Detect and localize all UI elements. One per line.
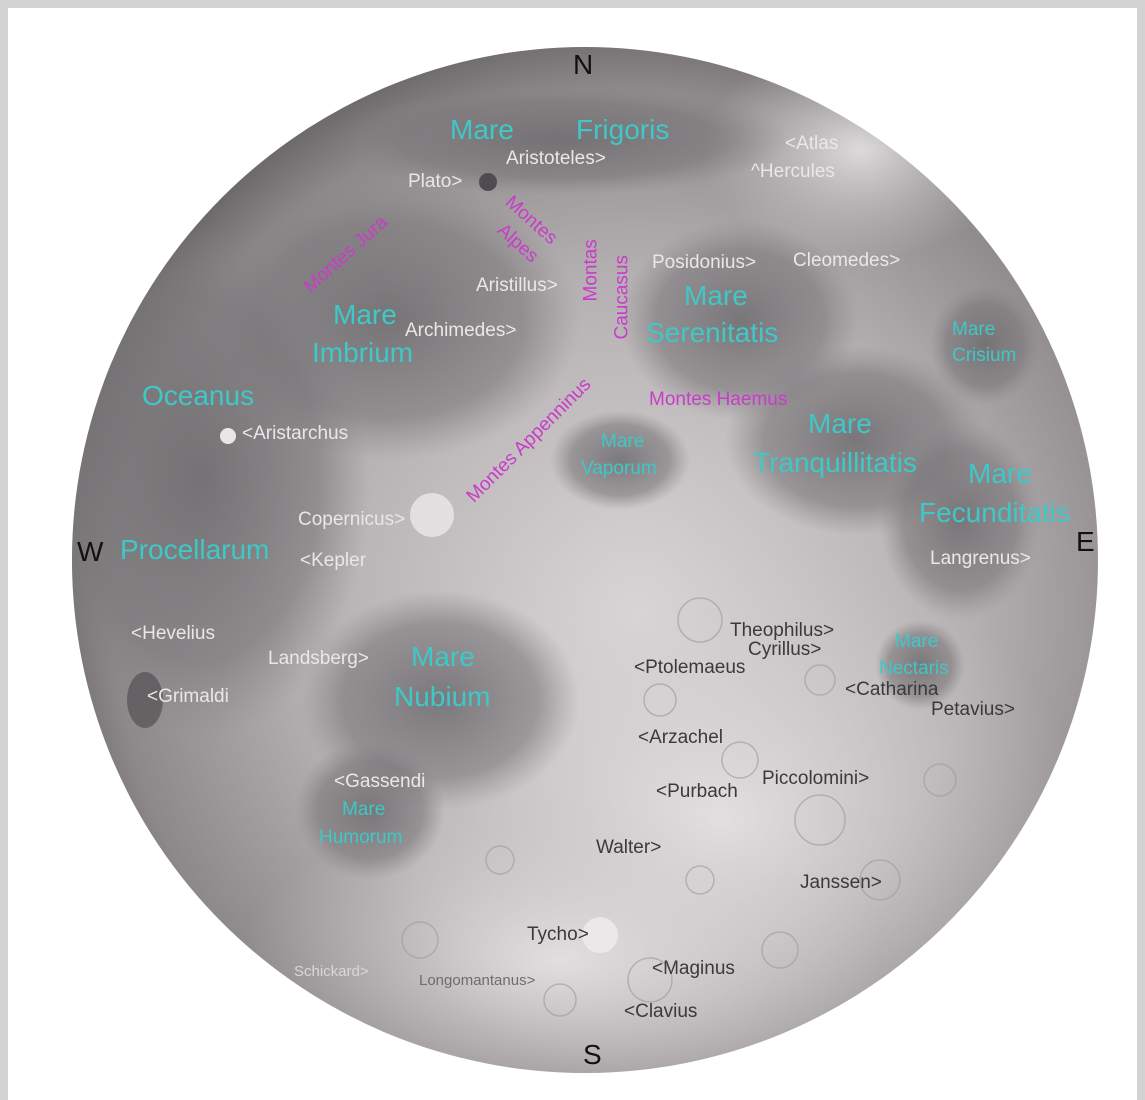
mare-serenitatis-label-1: Mare (684, 280, 748, 311)
crater-landsberg-label: Landsberg> (268, 648, 369, 669)
crater-copernicus-label: Copernicus> (298, 509, 406, 530)
crater-schickard-label: Schickard> (294, 963, 369, 980)
crater-tycho-label: Tycho> (527, 924, 589, 945)
crater-clavius-label: <Clavius (624, 1001, 698, 1022)
crater-maginus-label: <Maginus (652, 958, 735, 979)
crater-langrenus-label: Langrenus> (930, 548, 1031, 569)
crater-hercules-label: ^Hercules (751, 161, 835, 182)
crater-cleomedes-label: Cleomedes> (793, 250, 901, 271)
montes-caucasus-label-1: Montas (580, 239, 602, 302)
mare-fecunditatis-label-2: Fecunditatis (919, 497, 1070, 528)
crater-grimaldi-label: <Grimaldi (147, 686, 229, 707)
crater-gassendi-label: <Gassendi (334, 771, 426, 792)
crater-cyrillus-label: Cyrillus> (748, 639, 822, 660)
mare-crisium-label-2: Crisium (952, 345, 1017, 366)
crater-catharina-label: <Catharina (845, 679, 939, 700)
crater-aristoteles-label: Aristoteles> (506, 148, 606, 169)
crater-janssen-label: Janssen> (800, 872, 882, 893)
mare-nectaris-label-1: Mare (895, 631, 939, 652)
mare-nectaris-label-2: Nectaris (879, 658, 949, 679)
crater-kepler-label: <Kepler (300, 550, 367, 571)
crater-archimedes-label: Archimedes> (405, 320, 517, 341)
montes-haemus-label: Montes Haemus (649, 389, 788, 410)
mare-nubium-label-1: Mare (411, 641, 475, 672)
crater-aristarchus-label: <Aristarchus (242, 423, 349, 444)
crater-posidonius-label: Posidonius> (652, 252, 757, 273)
mare-nubium-label-2: Nubium (394, 681, 491, 712)
crater-arzachel-label: <Arzachel (638, 727, 724, 748)
crater-atlas-label: <Atlas (785, 133, 839, 154)
crater-longomontanus-label: Longomantanus> (419, 972, 536, 989)
mare-tranquillitatis-label-2: Tranquillitatis (753, 447, 917, 478)
mare-vaporum-label-1: Mare (601, 431, 645, 452)
mare-vaporum-label-2: Vaporum (581, 458, 657, 479)
mare-humorum-label-1: Mare (342, 799, 386, 820)
east-label: E (1076, 526, 1095, 557)
crater-ptolemaeus-label: <Ptolemaeus (634, 657, 746, 678)
crater-purbach-label: <Purbach (656, 781, 738, 802)
mare-crisium-label-1: Mare (952, 319, 996, 340)
crater-theophilus-label: Theophilus> (730, 620, 835, 641)
oceanus-label-1: Oceanus (142, 380, 255, 411)
south-label: S (583, 1039, 602, 1070)
mare-humorum-label-2: Humorum (319, 827, 403, 848)
mare-frigoris-label-1: Mare (450, 114, 514, 145)
crater-piccolomini-label: Piccolomini> (762, 768, 870, 789)
montes-caucasus-label-2: Caucasus (611, 255, 633, 340)
west-label: W (77, 536, 104, 567)
mare-fecunditatis-label-1: Mare (968, 458, 1032, 489)
crater-aristillus-label: Aristillus> (476, 275, 558, 296)
crater-plato-label: Plato> (408, 171, 463, 192)
mare-serenitatis-label-2: Serenitatis (646, 317, 779, 348)
crater-petavius-label: Petavius> (931, 699, 1015, 720)
crater-hevelius-label: <Hevelius (131, 623, 215, 644)
oceanus-label-2: Procellarum (120, 534, 270, 565)
mare-tranquillitatis-label-1: Mare (808, 408, 872, 439)
crater-walter-label: Walter> (596, 837, 662, 858)
north-label: N (573, 49, 594, 80)
mare-imbrium-label-2: Imbrium (312, 337, 414, 368)
mare-frigoris-label-2: Frigoris (576, 114, 670, 145)
mare-imbrium-label-1: Mare (333, 299, 397, 330)
